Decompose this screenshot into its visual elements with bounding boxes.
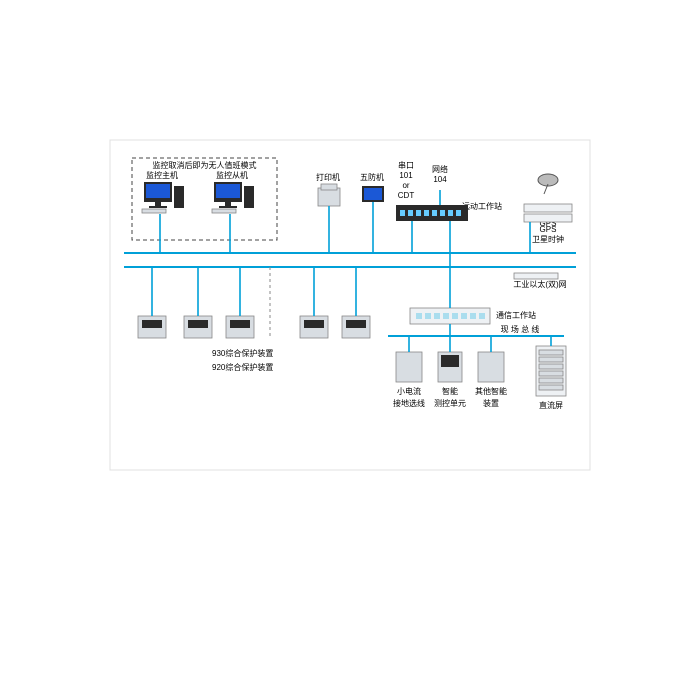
master-host-stand [155,202,161,206]
protection-device-4-panel [346,320,366,328]
small-current-body [396,352,422,382]
other-smart-l2: 装置 [483,398,499,408]
other-smart-l1: 其他智能 [475,386,507,396]
master-host-label: 监控主机 [146,170,178,180]
slave-host-stand [225,202,231,206]
proto-left-2: or [402,181,409,190]
dc-panel-label: 直流屏 [539,400,563,410]
gps-l2: 卫星时钟 [532,234,564,244]
remote-ws-port-2 [416,210,421,216]
proto-left-3: CDT [398,191,415,200]
dc-panel-slot-3 [539,371,563,376]
comm-ws-port-3 [443,313,449,319]
remote-ws-port-6 [448,210,453,216]
proto-right-0: 网络 [432,164,448,174]
small-current-l2: 接地选线 [393,398,425,408]
ethernet-bus-label: 工业以太(双)网 [513,279,566,289]
printer-body [318,188,340,206]
slave-host-kbd [212,209,236,213]
printer-top [321,184,337,190]
master-host-tower [174,186,184,208]
slave-host-label: 监控从机 [216,170,248,180]
proto-left-1: 101 [399,171,413,180]
slave-host-screen [216,184,240,198]
protection-device-3-panel [304,320,324,328]
smart-unit-l2: 测控单元 [434,398,466,408]
master-host-kbd [142,209,166,213]
canvas-bg [0,0,700,700]
gps-unit1 [524,204,572,212]
slave-host-tower [244,186,254,208]
protection-device-2-panel [230,320,250,328]
proto-left-0: 串口 [398,161,414,170]
comm-ws-port-7 [479,313,485,319]
gps-l1: GPS [540,225,557,234]
remote-ws-port-7 [456,210,461,216]
slave-host-base [219,206,237,208]
master-host-base [149,206,167,208]
comm-ws-port-6 [470,313,476,319]
wufang-screen [364,188,382,200]
master-host-screen [146,184,170,198]
protection-device-1-panel [188,320,208,328]
protection-label-920: 920综合保护装置 [212,362,273,372]
ethernet-device [514,273,558,279]
protection-label-930: 930综合保护装置 [212,348,273,358]
dc-panel-slot-2 [539,364,563,369]
remote-ws-port-3 [424,210,429,216]
comm-ws-port-5 [461,313,467,319]
gps-unit2 [524,214,572,222]
remote-ws-port-4 [432,210,437,216]
remote-ws-port-5 [440,210,445,216]
small-current-l1: 小电流 [397,386,421,396]
field-bus-label: 现 场 总 线 [501,324,540,334]
wufang-label: 五防机 [360,172,384,182]
unattended-title: 监控取消后即为无人值班模式 [153,160,257,170]
comm-ws-label: 通信工作站 [496,310,536,320]
smart-unit-l1: 智能 [442,386,458,396]
dc-panel-slot-5 [539,385,563,390]
dc-panel-slot-4 [539,378,563,383]
comm-ws-port-4 [452,313,458,319]
dc-panel-slot-0 [539,350,563,355]
protection-device-0-panel [142,320,162,328]
remote-ws-port-1 [408,210,413,216]
comm-ws-port-1 [425,313,431,319]
smart-unit-screen [441,355,459,367]
other-smart-body [478,352,504,382]
dc-panel-slot-1 [539,357,563,362]
proto-right-1: 104 [433,175,447,184]
remote-ws-port-0 [400,210,405,216]
printer-label: 打印机 [316,172,340,182]
comm-ws-port-0 [416,313,422,319]
comm-ws-port-2 [434,313,440,319]
